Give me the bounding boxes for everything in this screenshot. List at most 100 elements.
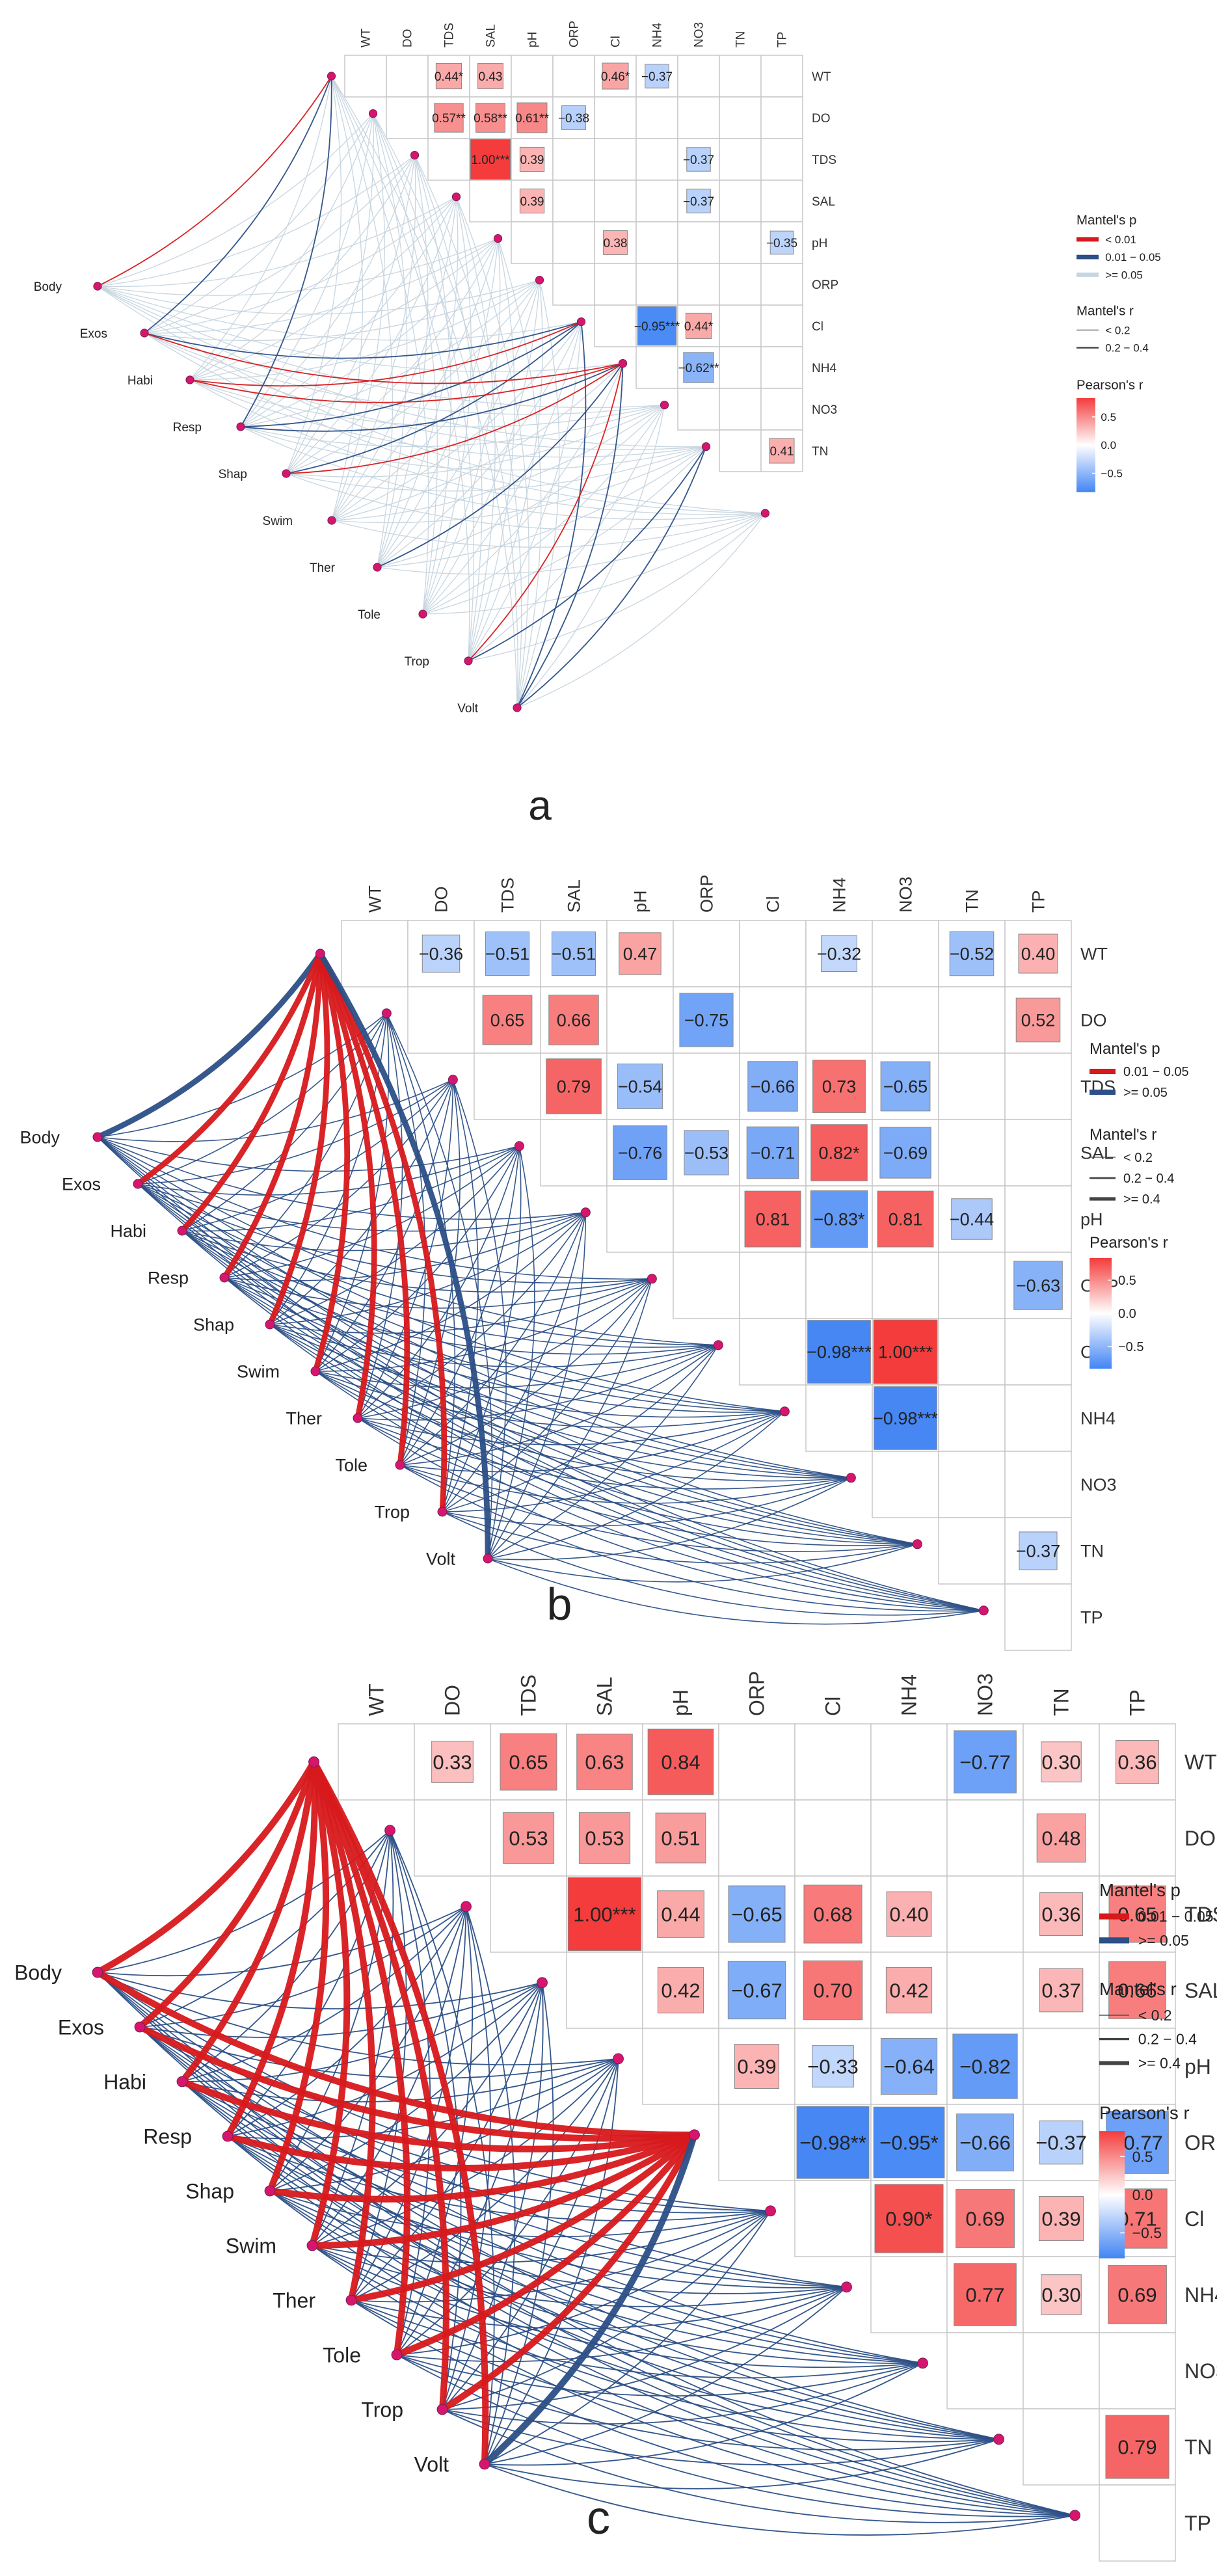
cell-label: 0.68 [813, 1903, 852, 1926]
cell-label: −0.38 [558, 112, 589, 126]
mantel-link [286, 75, 342, 474]
grid-cell [386, 96, 429, 139]
mantel-link [422, 446, 707, 615]
cell-label: −0.95* [879, 2132, 939, 2154]
cell-label: −0.77 [959, 1751, 1010, 1774]
grid-cell [938, 1252, 1006, 1319]
cell-label: −0.98** [799, 2132, 866, 2154]
legend-label: 0.01 − 0.05 [1123, 1065, 1189, 1079]
mantel-link [269, 1324, 719, 1368]
mantel-link [452, 1079, 507, 1559]
cell-label: 0.47 [623, 945, 658, 964]
grid-cell [938, 1318, 1006, 1386]
cell-label: 0.69 [965, 2208, 1004, 2231]
colorbar-tick-label: −0.5 [1101, 467, 1123, 479]
trait-label: Swim [263, 515, 293, 528]
heat-cell [956, 2189, 1015, 2248]
mantel-link [331, 513, 766, 548]
grid-cell [635, 180, 678, 222]
column-label: TN [734, 31, 748, 47]
heat-cell [1038, 2195, 1084, 2242]
mantel-link [269, 1324, 786, 1418]
mantel-link [97, 286, 707, 448]
mantel-link [97, 1972, 771, 2212]
trait-node [353, 1413, 363, 1423]
grid-cell [1004, 1451, 1072, 1518]
trait-label: Swim [226, 2234, 276, 2258]
colorbar-tick-label: −0.5 [1132, 2225, 1162, 2242]
grid-cell [719, 138, 762, 181]
mantel-link [240, 196, 457, 427]
trait-node [395, 1460, 405, 1470]
heat-cell [954, 2263, 1017, 2326]
grid-cell [606, 986, 674, 1054]
column-label: TP [1028, 890, 1048, 913]
mantel-link [269, 2190, 848, 2294]
mantel-link [372, 113, 475, 662]
legend-label: 0.01 − 0.05 [1105, 251, 1161, 263]
trait-node [219, 1272, 230, 1283]
row-label: NH4 [812, 362, 836, 375]
mantel-link [94, 1968, 698, 2138]
mantel-link [330, 75, 394, 568]
mantel-link [189, 279, 541, 381]
heat-cell [956, 2113, 1014, 2171]
heat-cell [617, 1064, 663, 1109]
mantel-link [286, 446, 707, 492]
trait-node [436, 2404, 448, 2415]
mantel-link [351, 1981, 543, 2301]
grid-cell [635, 346, 678, 389]
legend-title-mantel-p: Mantel's p [1077, 213, 1136, 228]
cell-label: 0.36 [1041, 1903, 1080, 1926]
mantel-link [330, 75, 429, 615]
mantel-link [422, 404, 665, 615]
grid-cell [739, 1318, 807, 1386]
grid-cell [594, 304, 637, 347]
cell-label: −0.35 [766, 237, 797, 250]
trait-node [236, 422, 245, 431]
trait-node [483, 1553, 493, 1564]
heat-cell [728, 1885, 786, 1943]
grid-cell [594, 138, 637, 181]
mantel-link [136, 1758, 317, 2031]
mantel-link [442, 1511, 918, 1564]
legend-label: >= 0.4 [1138, 2055, 1181, 2072]
grid-cell [341, 920, 408, 987]
env-node [701, 442, 711, 451]
trait-label: Exos [62, 1175, 101, 1194]
legend-label: >= 0.4 [1123, 1192, 1160, 1207]
row-label: WT [1184, 1751, 1217, 1774]
cell-label: 1.00*** [878, 1343, 933, 1362]
trait-label: Ther [310, 561, 336, 575]
trait-label: Resp [148, 1268, 189, 1288]
column-label: NO3 [896, 876, 915, 913]
mantel-link [468, 321, 582, 662]
heat-cell [874, 2184, 944, 2253]
trait-label: Tole [335, 1456, 368, 1475]
mantel-link [468, 237, 515, 662]
mantel-link [377, 154, 429, 568]
cell-label: 0.30 [1041, 1751, 1080, 1774]
mantel-link [312, 1829, 394, 2246]
mantel-link [221, 950, 323, 1281]
heat-cell [810, 1124, 868, 1181]
heat-cell [475, 103, 505, 133]
cell-label: 0.69 [1117, 2284, 1157, 2307]
mantel-link [315, 1212, 587, 1372]
column-label: TDS [498, 878, 517, 913]
cell-label: 0.65 [509, 1751, 548, 1774]
mantel-links-c [94, 1758, 1076, 2536]
mantel-link [310, 1758, 376, 2304]
legend-title-pearson: Pearson's r [1090, 1234, 1168, 1252]
mantel-link [484, 2438, 1000, 2489]
grid-cell [1099, 2028, 1176, 2105]
row-label: WT [1080, 945, 1108, 964]
trait-label: Body [20, 1128, 60, 1147]
column-label: NH4 [829, 878, 849, 913]
grid-cell [938, 986, 1006, 1054]
mantel-link [240, 426, 766, 520]
mantel-link [312, 2245, 1000, 2440]
mantel-link [468, 362, 624, 662]
column-label: TDS [517, 1674, 541, 1716]
grid-cell [760, 55, 803, 98]
